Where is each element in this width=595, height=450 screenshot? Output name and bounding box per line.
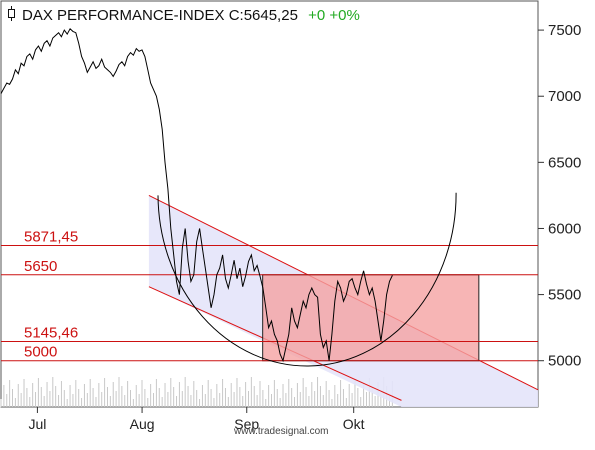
y-tick-label: 6500: [548, 154, 581, 171]
x-tick-label: Okt: [343, 416, 365, 432]
level-label: 5650: [24, 258, 57, 275]
y-tick-label: 6000: [548, 220, 581, 237]
y-tick-label: 7000: [548, 88, 581, 105]
change-label: +0 +0%: [308, 7, 360, 24]
chart-title: DAX PERFORMANCE-INDEX C:5645,25: [22, 7, 298, 24]
range-box-rect: [262, 274, 480, 362]
level-lines: 5871,45 5650 5145,46 5000: [1, 228, 538, 362]
y-tick-label: 7500: [548, 22, 581, 39]
watermark: www.tradesignal.com: [233, 426, 328, 437]
plot-area: 5871,45 5650 5145,46 5000: [0, 0, 539, 408]
x-tick-label: Sep: [234, 416, 259, 432]
y-tick-label: 5000: [548, 353, 581, 370]
x-axis: Jul Aug Sep Okt: [28, 407, 365, 432]
level-label: 5871,45: [24, 228, 78, 245]
x-tick-label: Jul: [28, 416, 46, 432]
level-label: 5000: [24, 344, 57, 361]
y-axis: 5000 5500 6000 6500 7000 7500: [538, 22, 581, 370]
candlestick-icon: [8, 6, 15, 21]
price-series: [0, 27, 393, 363]
level-label: 5145,46: [24, 324, 78, 341]
price-line: [0, 27, 393, 363]
y-tick-label: 5500: [548, 287, 581, 304]
x-tick-label: Aug: [130, 416, 155, 432]
svg-text:DAX PERFORMANCE-INDEX C:5645,2: DAX PERFORMANCE-INDEX C:5645,25 +0 +0%: [22, 7, 360, 24]
chart-header: DAX PERFORMANCE-INDEX C:5645,25 +0 +0%: [8, 6, 360, 24]
range-box: [262, 274, 480, 362]
